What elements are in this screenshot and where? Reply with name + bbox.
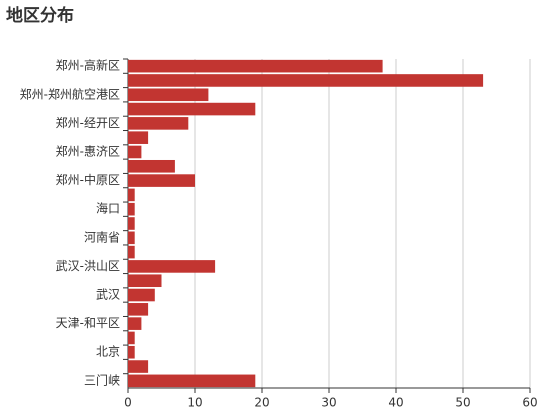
bar <box>128 159 175 173</box>
bar <box>128 88 209 102</box>
x-tick-label: 20 <box>254 396 269 410</box>
y-tick-label: 天津-和平区 <box>56 316 120 330</box>
x-tick-label: 0 <box>124 396 132 410</box>
x-tick-label: 30 <box>321 396 336 410</box>
y-tick-label: 武汉 <box>96 288 120 302</box>
x-tick-label: 60 <box>522 396 537 410</box>
bar <box>128 102 256 116</box>
bar <box>128 202 135 216</box>
bar <box>128 131 149 144</box>
bar <box>128 360 149 373</box>
y-tick-label: 三门峡 <box>84 372 120 387</box>
x-tick-label: 10 <box>187 396 202 410</box>
y-tick-label: 北京 <box>96 345 120 359</box>
y-tick-label: 郑州-经开区 <box>56 115 120 130</box>
y-tick-label: 郑州-惠济区 <box>56 143 120 158</box>
bar <box>128 317 142 330</box>
bar <box>128 174 195 187</box>
bar <box>128 117 189 130</box>
bar <box>128 303 149 316</box>
x-tick-label: 50 <box>455 396 470 410</box>
bar <box>128 374 256 388</box>
x-tick-label: 40 <box>388 396 403 410</box>
y-tick-label: 河南省 <box>84 229 120 244</box>
bar <box>128 274 162 288</box>
y-tick-label: 郑州-高新区 <box>56 58 120 73</box>
bar <box>128 74 484 87</box>
bar <box>128 260 216 273</box>
bar <box>128 59 383 73</box>
bar <box>128 288 155 302</box>
y-tick-label: 武汉-洪山区 <box>56 259 120 273</box>
y-tick-label: 郑州-郑州航空港区 <box>20 86 120 101</box>
chart-title: 地区分布 <box>6 5 74 26</box>
bar <box>128 145 142 159</box>
bar <box>128 331 135 345</box>
bar <box>128 188 135 202</box>
bar <box>128 231 135 245</box>
bar <box>128 217 135 230</box>
bar <box>128 245 135 259</box>
bar <box>128 345 135 359</box>
y-tick-label: 郑州-中原区 <box>56 172 120 187</box>
y-tick-label: 海口 <box>96 201 120 216</box>
